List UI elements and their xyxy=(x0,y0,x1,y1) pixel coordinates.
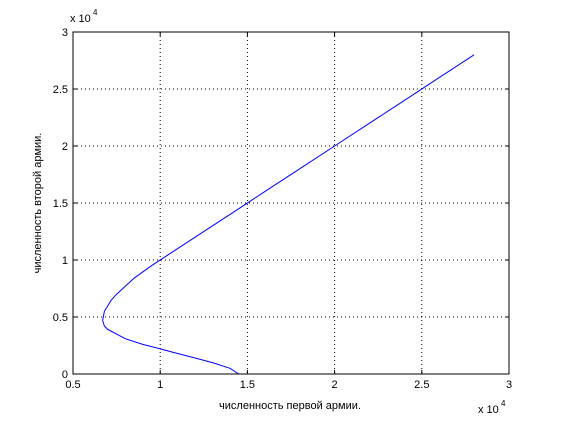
y-tick-label: 3 xyxy=(62,27,68,39)
y-multiplier-exponent: 4 xyxy=(93,8,98,17)
y-axis-label: численность второй армии. xyxy=(32,133,44,274)
x-tick-label: 2.5 xyxy=(414,379,429,391)
x-tick-label: 1.5 xyxy=(240,379,255,391)
y-tick-label: 1 xyxy=(62,255,68,267)
x-tick-label: 2 xyxy=(332,379,338,391)
x-multiplier-label: x 10 xyxy=(478,404,499,416)
x-multiplier-exponent: 4 xyxy=(501,399,506,408)
y-tick-label: 0.5 xyxy=(53,312,68,324)
x-tick-label: 3 xyxy=(506,379,512,391)
y-tick-label: 1.5 xyxy=(53,198,68,210)
plot-area xyxy=(73,32,509,374)
x-tick-label: 1 xyxy=(157,379,163,391)
y-tick-label: 2.5 xyxy=(53,84,68,96)
y-multiplier-label: x 10 xyxy=(70,13,91,25)
y-tick-label: 0 xyxy=(62,369,68,381)
y-tick-label: 2 xyxy=(62,141,68,153)
x-axis-label: численность первой армии. xyxy=(219,400,361,412)
